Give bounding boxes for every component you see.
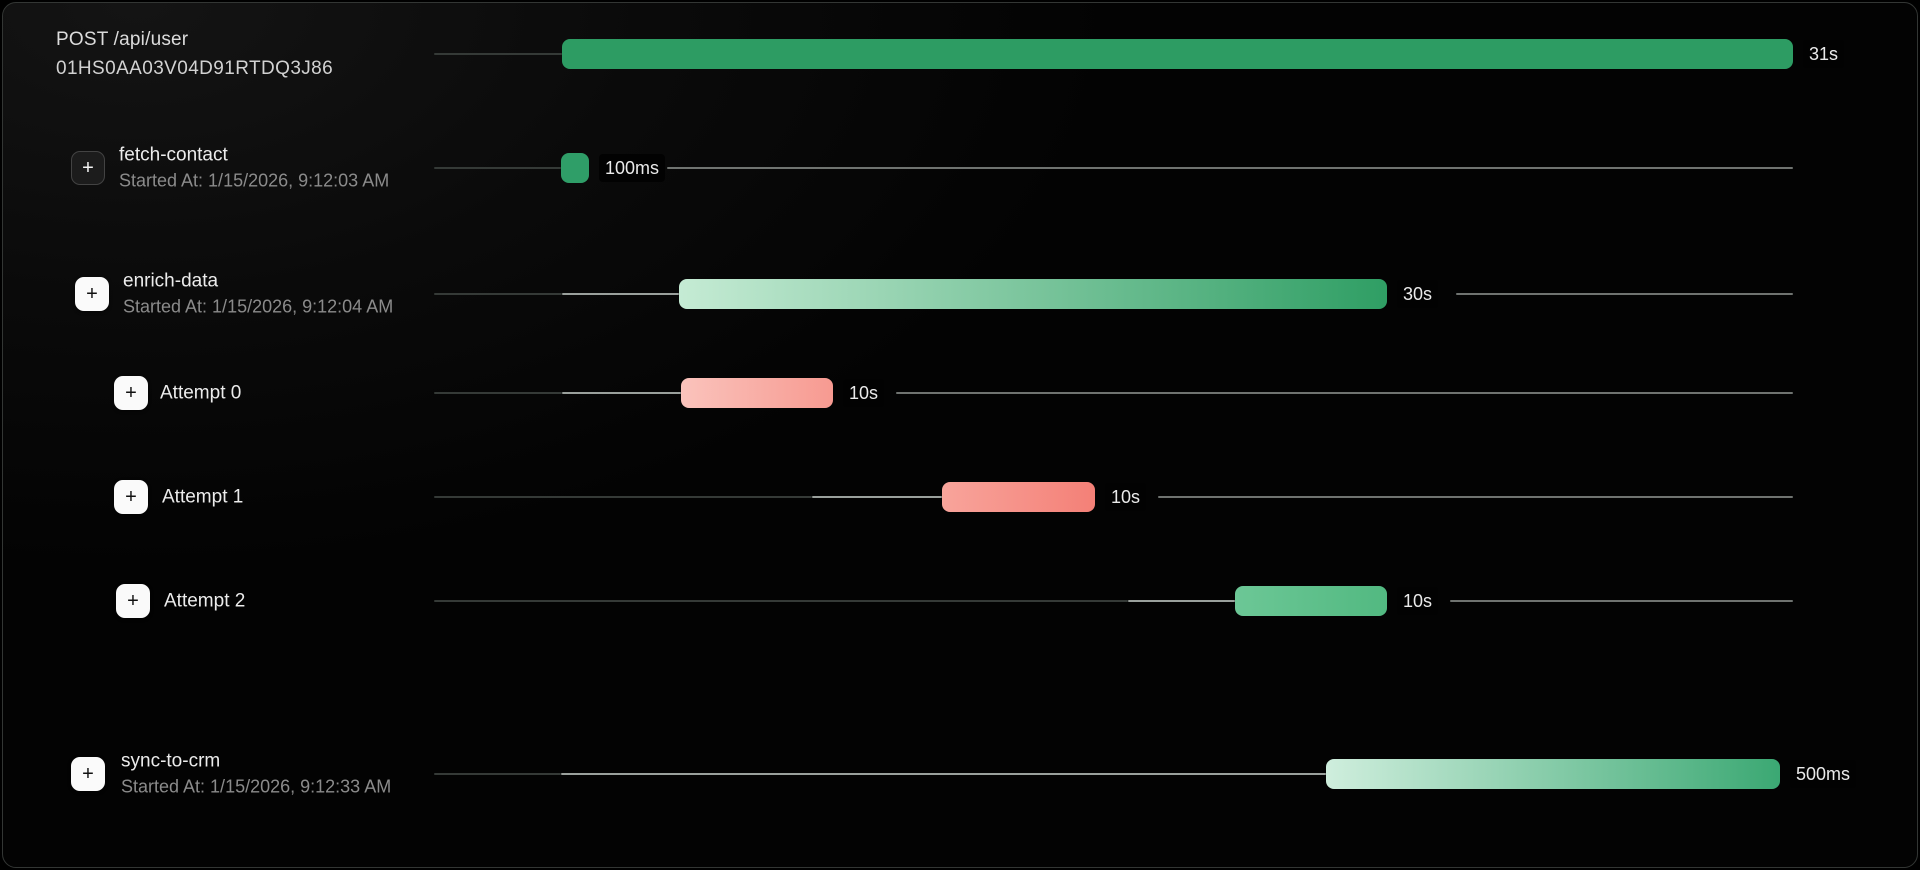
span-name: fetch-contact xyxy=(119,144,228,166)
span-bar[interactable] xyxy=(1326,759,1780,789)
span-name: Attempt 2 xyxy=(164,590,246,612)
timeline-line-queued xyxy=(562,293,679,295)
span-bar[interactable] xyxy=(679,279,1387,309)
timeline-line-trail xyxy=(1158,496,1793,498)
duration-label: 30s xyxy=(1397,280,1439,308)
span-started-at: Started At: 1/15/2026, 9:12:04 AM xyxy=(123,296,394,317)
trace-root-meta: POST /api/user 01HS0AA03V04D91RTDQ3J86 xyxy=(56,25,333,83)
span-meta: Attempt 0 xyxy=(160,381,241,406)
root-span-bar[interactable] xyxy=(562,39,1793,69)
span-meta: Attempt 1 xyxy=(162,485,243,510)
duration-label: 31s xyxy=(1803,40,1845,68)
trace-id: 01HS0AA03V04D91RTDQ3J86 xyxy=(56,58,334,79)
expand-button[interactable]: + xyxy=(75,277,109,311)
plus-icon: + xyxy=(82,157,94,179)
timeline-line-lead xyxy=(434,496,812,498)
timeline-line-queued xyxy=(812,496,942,498)
duration-label: 500ms xyxy=(1790,760,1857,788)
timeline-line-lead xyxy=(434,293,562,295)
span-name: sync-to-crm xyxy=(121,750,221,772)
timeline-line-lead xyxy=(434,600,1128,602)
timeline-line-lead xyxy=(434,773,561,775)
timeline-line-trail xyxy=(1450,600,1793,602)
timeline-line-lead xyxy=(434,392,562,394)
timeline-line-trail xyxy=(896,392,1793,394)
span-name: enrich-data xyxy=(123,270,219,292)
span-meta: sync-to-crm Started At: 1/15/2026, 9:12:… xyxy=(121,749,391,800)
span-started-at: Started At: 1/15/2026, 9:12:33 AM xyxy=(121,776,392,797)
span-name: Attempt 0 xyxy=(160,382,242,404)
timeline-line-queued xyxy=(561,773,1326,775)
duration-label: 10s xyxy=(1105,483,1147,511)
timeline-line-queued xyxy=(1128,600,1235,602)
span-bar[interactable] xyxy=(561,153,589,183)
expand-button[interactable]: + xyxy=(71,151,105,185)
plus-icon: + xyxy=(127,590,139,612)
span-bar[interactable] xyxy=(681,378,833,408)
plus-icon: + xyxy=(125,486,137,508)
expand-button[interactable]: + xyxy=(114,480,148,514)
duration-label: 10s xyxy=(1397,587,1439,615)
timeline-line-lead xyxy=(434,53,562,55)
timeline-line-trail xyxy=(667,167,1793,169)
timeline-line-lead xyxy=(434,167,561,169)
expand-button[interactable]: + xyxy=(114,376,148,410)
duration-label: 100ms xyxy=(599,154,666,182)
span-meta: fetch-contact Started At: 1/15/2026, 9:1… xyxy=(119,143,389,194)
span-started-at: Started At: 1/15/2026, 9:12:03 AM xyxy=(119,170,390,191)
timeline-line-queued xyxy=(562,392,681,394)
span-bar[interactable] xyxy=(942,482,1095,512)
span-name: Attempt 1 xyxy=(162,486,244,508)
timeline-line-trail xyxy=(1456,293,1793,295)
span-meta: Attempt 2 xyxy=(164,589,245,614)
span-bar[interactable] xyxy=(1235,586,1387,616)
expand-button[interactable]: + xyxy=(116,584,150,618)
plus-icon: + xyxy=(82,763,94,785)
trace-title: POST /api/user xyxy=(56,29,189,50)
span-meta: enrich-data Started At: 1/15/2026, 9:12:… xyxy=(123,269,393,320)
expand-button[interactable]: + xyxy=(71,757,105,791)
plus-icon: + xyxy=(125,382,137,404)
plus-icon: + xyxy=(86,283,98,305)
duration-label: 10s xyxy=(843,379,885,407)
